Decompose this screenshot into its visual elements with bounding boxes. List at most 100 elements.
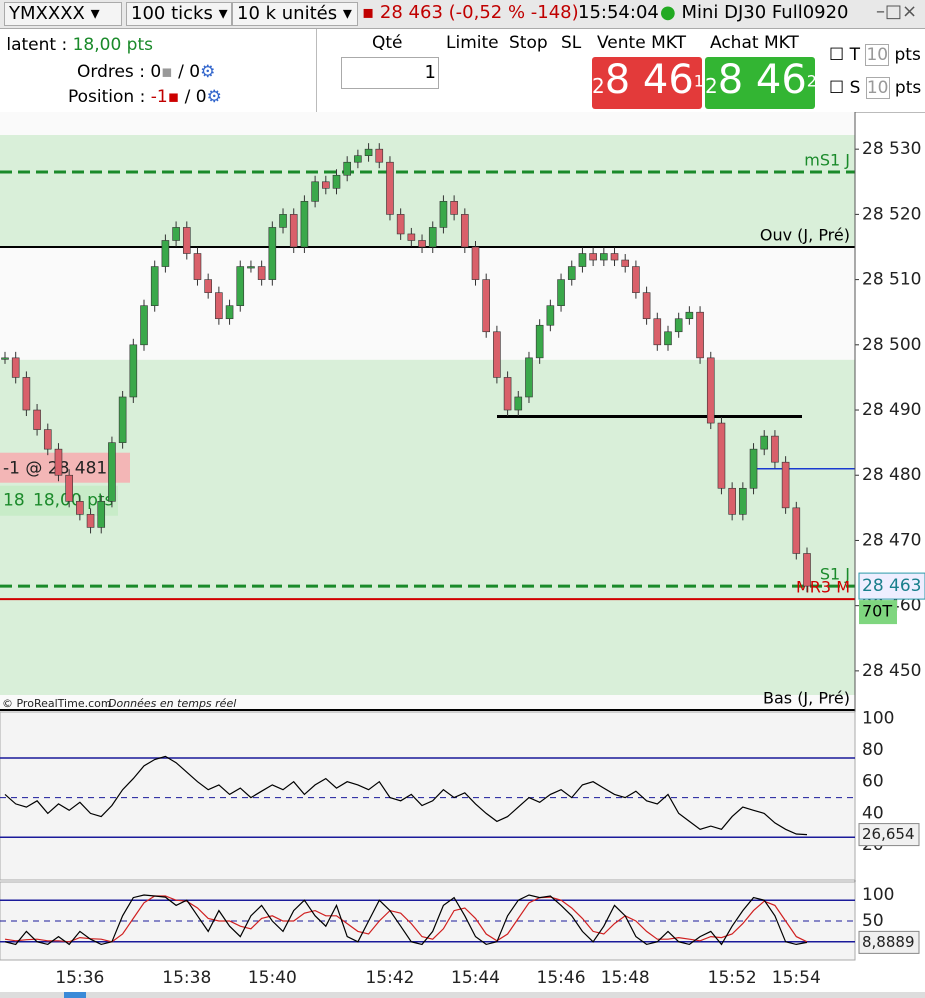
candle: [86, 514, 95, 528]
t-label: T: [849, 45, 861, 65]
sell-big: 8 46: [604, 57, 694, 103]
quote-text: 28 463 (-0,52 % -148): [379, 2, 579, 23]
candle: [150, 266, 159, 306]
gain-value: 18,00 pts: [72, 35, 153, 55]
x-tick-label: 15:40: [248, 968, 297, 988]
candle: [578, 253, 587, 267]
candle: [728, 487, 736, 515]
ticks-select[interactable]: 100 ticks ▾: [126, 2, 232, 26]
candle: [43, 429, 52, 450]
candle: [589, 253, 597, 261]
stop-button[interactable]: Stop: [509, 33, 548, 53]
position-label: Position :: [68, 87, 146, 107]
y-tick-label: 50: [862, 911, 884, 931]
sell-sup: 1: [693, 71, 704, 91]
scroll-thumb: [64, 992, 86, 998]
market: ● Mini DJ30 Full0920: [660, 2, 849, 23]
candle: [140, 305, 148, 346]
panel-bg: [0, 711, 856, 881]
candle: [418, 240, 426, 248]
candle: [664, 331, 672, 346]
toolbar: YMXXXX ▾ 100 ticks ▾ 10 k unités ▾ ▪ 28 …: [0, 0, 925, 29]
candle: [354, 155, 362, 163]
position-row: Position : -1▪ / 0⚙: [68, 87, 222, 107]
ticks: 100 ticks: [131, 3, 213, 24]
candle: [161, 240, 170, 267]
candle: [257, 266, 266, 280]
scrollbar: [0, 992, 925, 998]
level-label: Bas (J, Pré): [763, 689, 850, 708]
last-value-tag: [858, 930, 920, 954]
sell-prefix: 2: [592, 74, 605, 98]
candle: [632, 266, 640, 293]
limit-button[interactable]: Limite: [446, 33, 499, 53]
candle: [386, 161, 394, 215]
position-value: -1: [150, 87, 168, 107]
clock: 15:54:04: [578, 2, 659, 23]
candle: [364, 148, 373, 156]
qty-input[interactable]: 1: [341, 57, 439, 89]
instrument-select[interactable]: YMXXXX ▾: [4, 2, 122, 26]
candle: [781, 461, 790, 509]
gain-row: Gain latent : 18,00 pts: [0, 35, 153, 55]
candle: [204, 279, 212, 293]
buy-button[interactable]: 28 462: [705, 57, 817, 109]
level-label: mS1 J: [804, 150, 850, 169]
source-note: Données en temps réel: [108, 697, 236, 710]
candle: [621, 259, 630, 267]
gain-label: Gain latent :: [0, 35, 68, 55]
sl-button[interactable]: SL: [561, 33, 582, 53]
s-value[interactable]: 10: [865, 77, 890, 99]
candle: [706, 357, 715, 424]
s-unit: pts: [894, 78, 922, 98]
volume-tag: [859, 600, 897, 625]
instrument: YMXXXX: [9, 3, 85, 24]
x-tick-label: 15:38: [162, 968, 211, 988]
status-dot: ●: [660, 2, 676, 23]
candle: [97, 501, 106, 528]
level-label: S1 J: [820, 565, 850, 584]
candle: [343, 161, 351, 176]
candle: [236, 266, 245, 306]
window-buttons[interactable]: –□×: [876, 1, 918, 22]
candle: [717, 422, 726, 489]
position-b: / 0: [184, 87, 207, 107]
candle: [300, 201, 309, 248]
y-tick-label: 60: [862, 772, 884, 792]
candle: [557, 279, 565, 306]
candle: [172, 227, 180, 241]
candle: [407, 233, 416, 241]
y-tick-label: 28 450: [862, 661, 921, 681]
candle: [215, 292, 223, 320]
candle: [428, 227, 437, 248]
x-tick-label: 15:48: [601, 968, 650, 988]
zone-band: [0, 134, 855, 247]
indicator-line: [4, 894, 808, 946]
t-unit: pts: [894, 45, 921, 65]
x-tick-label: 15:42: [365, 968, 414, 988]
t-row: ☐ T 10 pts: [829, 44, 921, 66]
candle: [450, 201, 458, 215]
candle: [525, 357, 533, 398]
t-value[interactable]: 10: [865, 44, 890, 66]
candle: [760, 435, 769, 450]
candle: [685, 311, 694, 320]
candle: [653, 318, 662, 346]
y-tick-label: 100: [862, 885, 894, 905]
units-select[interactable]: 10 k unités ▾: [232, 2, 358, 26]
candle: [610, 253, 619, 261]
candle: [289, 214, 298, 248]
x-tick-label: 15:52: [708, 968, 757, 988]
y-tick-label: 28 470: [862, 530, 921, 550]
y-tick-label: 28 530: [862, 139, 921, 159]
x-tick-label: 15:46: [537, 968, 586, 988]
y-tick-label: 28 510: [862, 270, 921, 290]
orders-a: 0: [150, 62, 162, 82]
candle: [76, 501, 84, 515]
last-price-label: 28 463: [862, 576, 921, 596]
candle: [279, 214, 287, 228]
sell-button[interactable]: 28 461: [592, 57, 704, 109]
quote: ▪ 28 463 (-0,52 % -148): [362, 2, 579, 23]
candle: [182, 227, 191, 254]
